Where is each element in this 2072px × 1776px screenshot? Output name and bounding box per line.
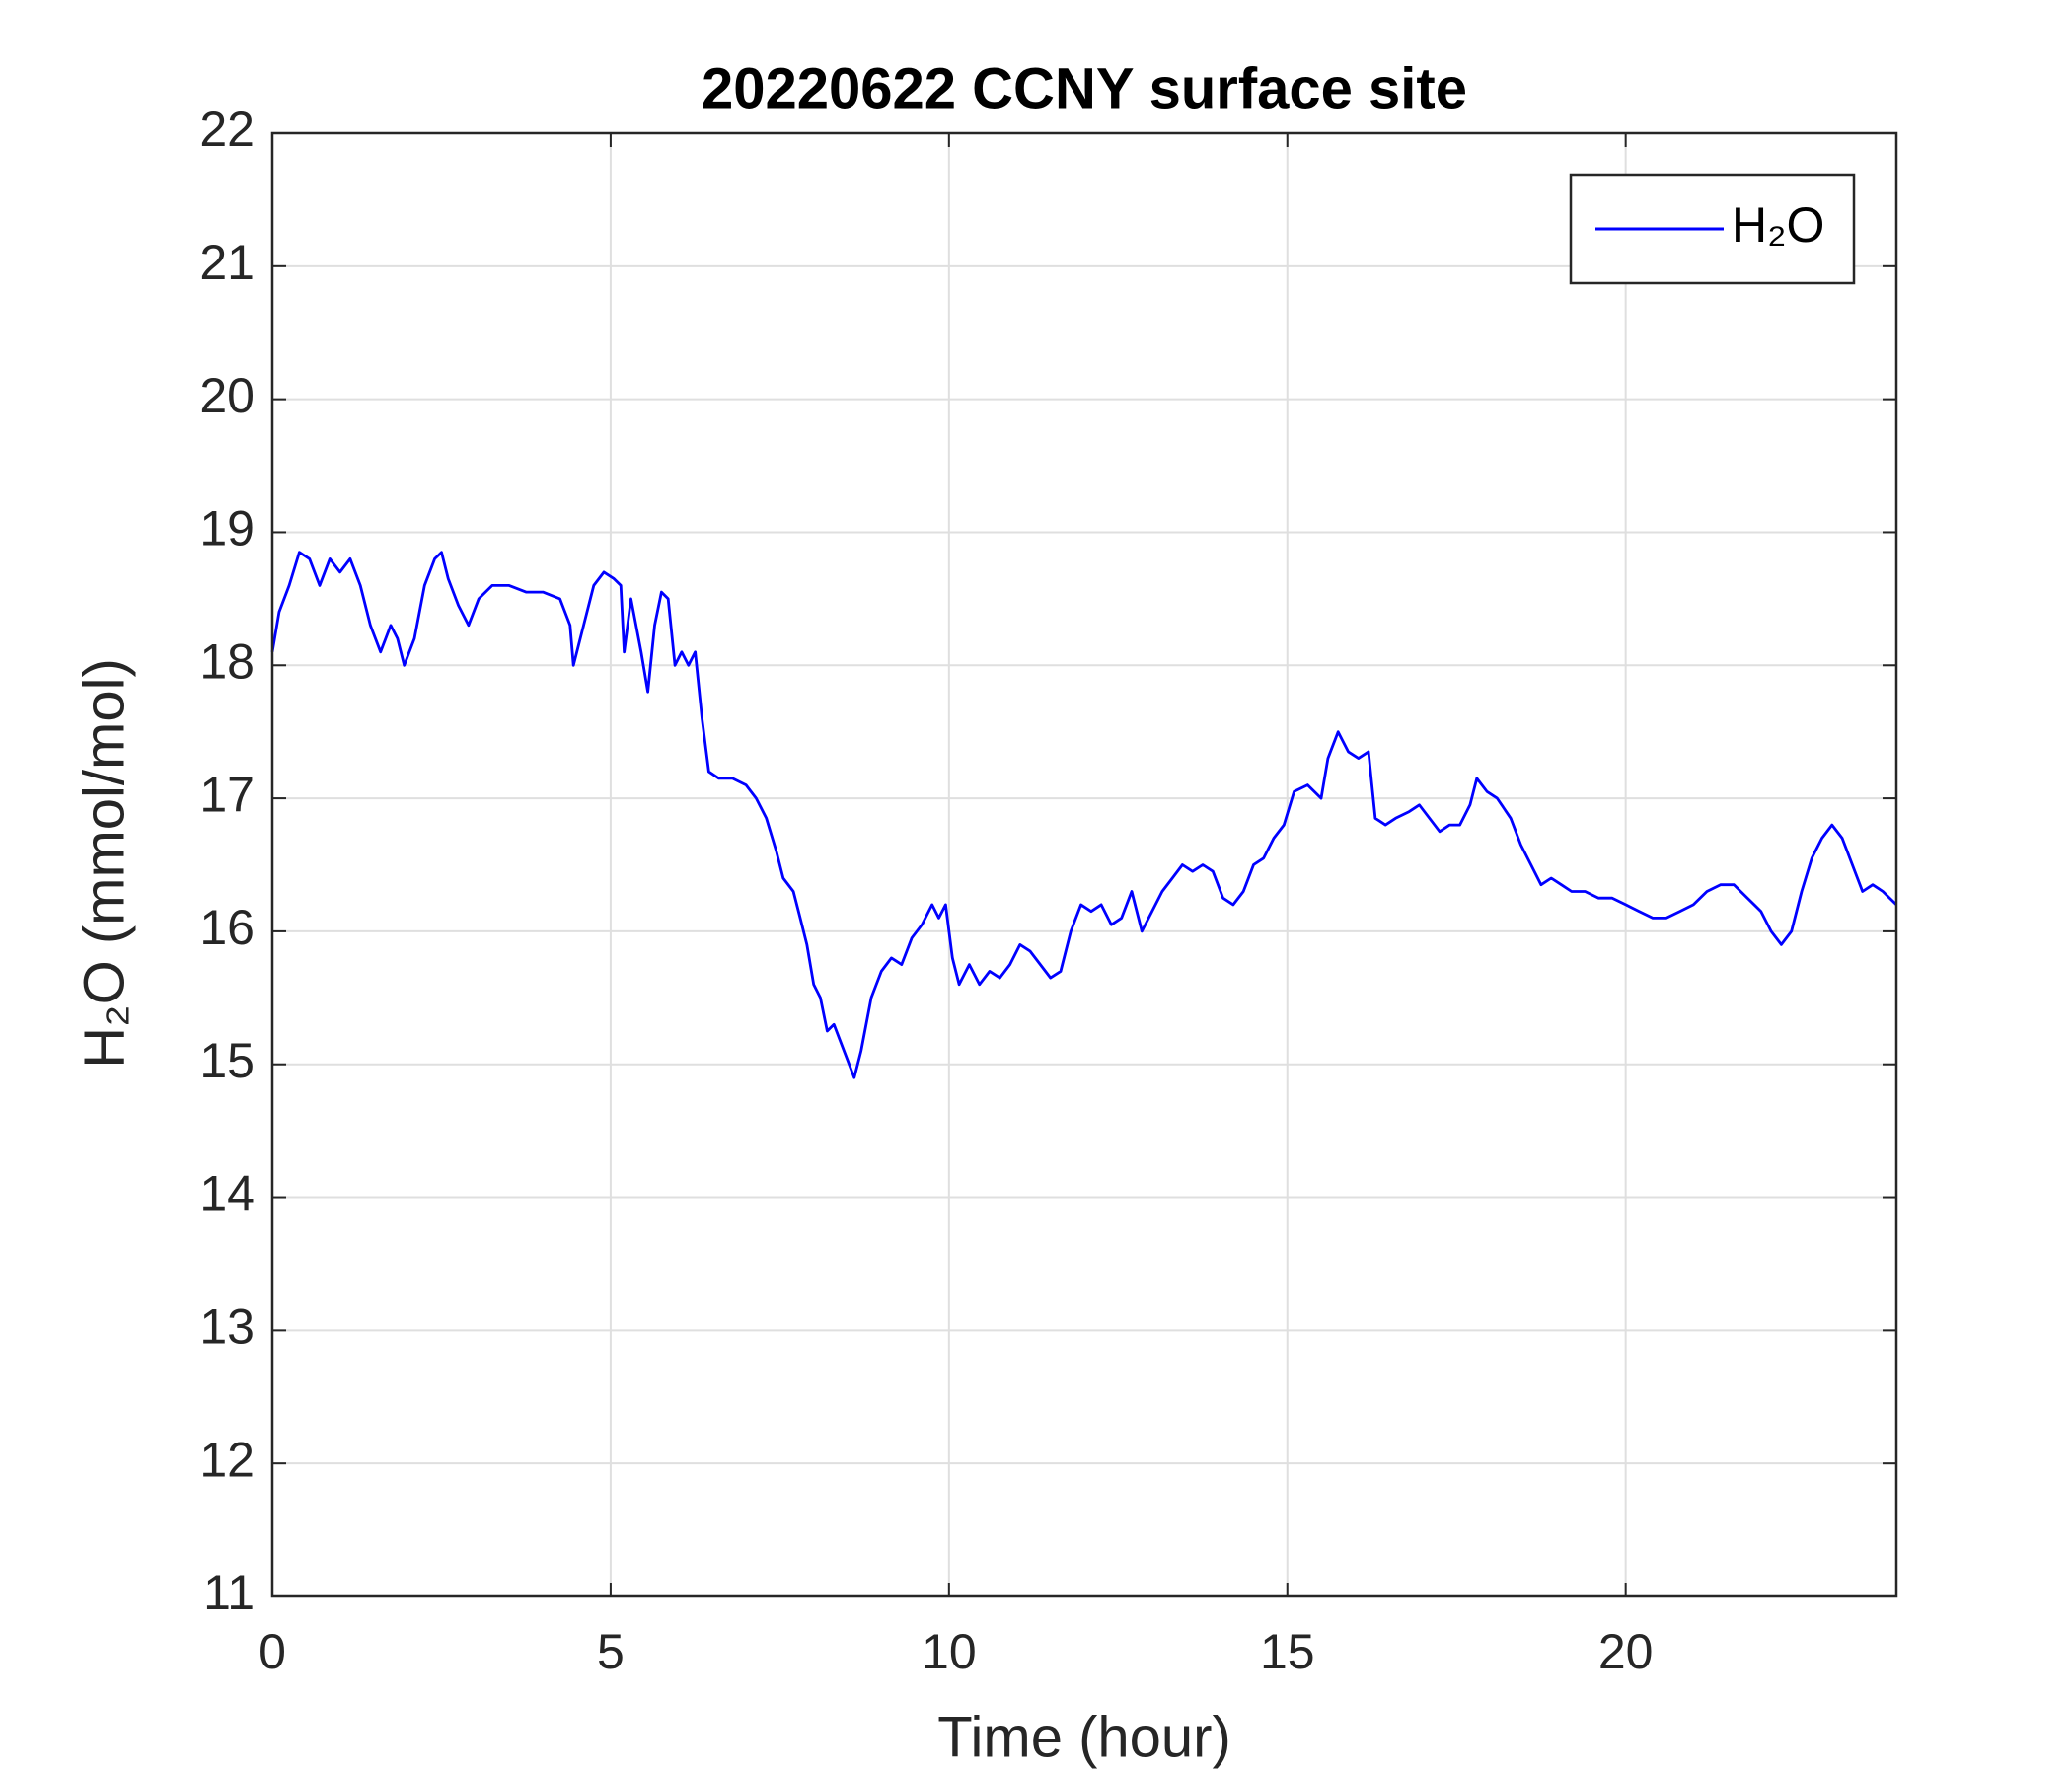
y-tick-label: 12 (199, 1432, 255, 1487)
y-tick-label: 22 (199, 102, 255, 157)
y-tick-label: 21 (199, 235, 255, 290)
y-tick-label: 13 (199, 1299, 255, 1355)
x-tick-label: 0 (259, 1624, 286, 1679)
y-tick-label: 19 (199, 501, 255, 556)
x-tick-label: 10 (922, 1624, 977, 1679)
y-tick-label: 16 (199, 900, 255, 955)
x-axis-label: Time (hour) (937, 1705, 1231, 1769)
y-tick-label: 17 (199, 767, 255, 822)
x-tick-label: 20 (1598, 1624, 1654, 1679)
y-tick-label: 14 (199, 1166, 255, 1221)
x-tick-label: 15 (1260, 1624, 1315, 1679)
y-tick-label: 20 (199, 368, 255, 423)
x-tick-label: 5 (597, 1624, 625, 1679)
y-tick-label: 18 (199, 633, 255, 689)
chart-title: 20220622 CCNY surface site (702, 56, 1467, 120)
y-axis-label: H₂O (mmol/mol) (72, 658, 136, 1069)
legend: H₂O (1569, 173, 1856, 285)
legend-label: H₂O (1732, 197, 1824, 253)
y-tick-label: 11 (203, 1565, 255, 1620)
plot-frame (270, 131, 1898, 1598)
y-tick-label: 15 (199, 1033, 255, 1088)
data-line (270, 551, 1897, 1079)
